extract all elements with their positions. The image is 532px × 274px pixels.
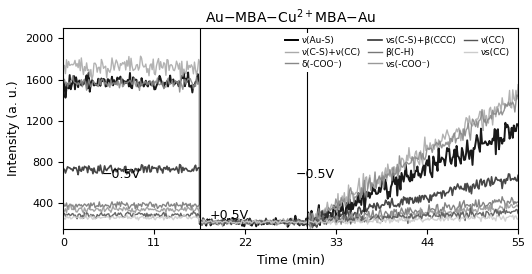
Legend: ν(Au-S), ν(C-S)+ν(CC), δ(-COO⁻), νs(C-S)+β(CCC), β(C-H), νs(-COO⁻), ν(CC), νs(CC: ν(Au-S), ν(C-S)+ν(CC), δ(-COO⁻), νs(C-S)…	[281, 33, 513, 72]
Text: +0.5V: +0.5V	[209, 209, 248, 222]
Title: Au$-$MBA$-$Cu$^{2+}$MBA$-$Au: Au$-$MBA$-$Cu$^{2+}$MBA$-$Au	[205, 7, 376, 25]
Text: −0.5V: −0.5V	[102, 168, 141, 181]
Y-axis label: Intensity (a. u.): Intensity (a. u.)	[7, 81, 20, 176]
X-axis label: Time (min): Time (min)	[257, 254, 325, 267]
Text: −0.5V: −0.5V	[296, 168, 335, 181]
